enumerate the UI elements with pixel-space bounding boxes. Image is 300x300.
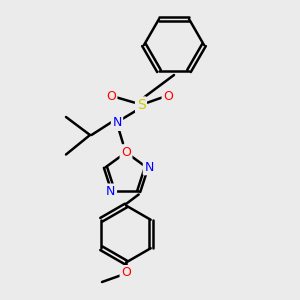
Text: O: O [121,266,131,280]
Text: N: N [144,161,154,174]
Text: N: N [106,185,116,198]
Text: O: O [121,146,131,159]
Text: N: N [112,116,122,130]
Text: S: S [136,98,146,112]
Text: O: O [163,89,173,103]
Text: O: O [106,89,116,103]
